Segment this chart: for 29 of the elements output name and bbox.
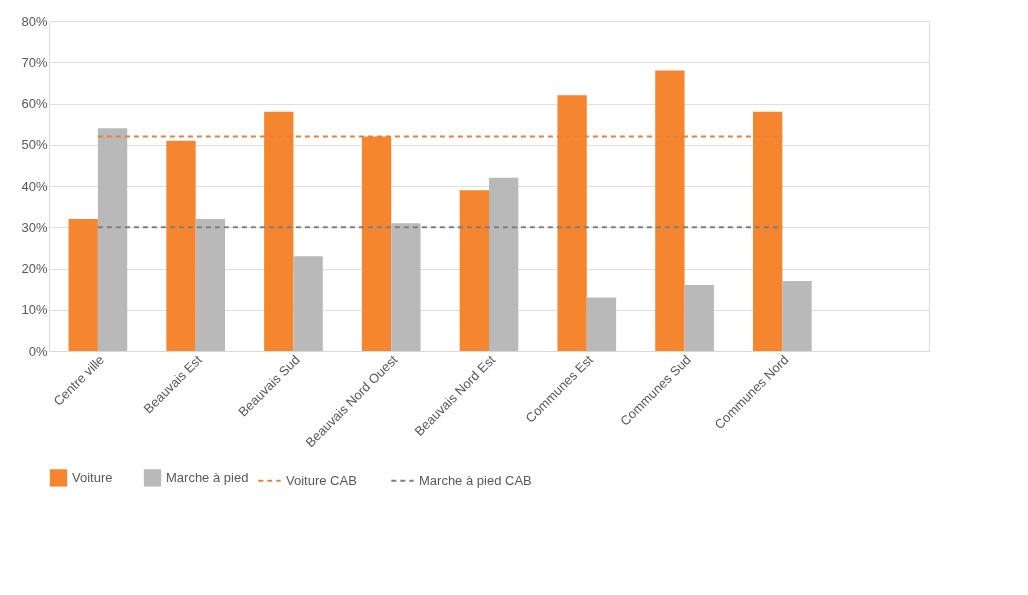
y-tick-label: 70% <box>21 54 48 70</box>
bar <box>264 111 294 351</box>
y-tick-label: 60% <box>21 96 48 111</box>
bar <box>361 136 392 351</box>
bar <box>459 190 489 351</box>
y-tick-label: 40% <box>21 178 48 194</box>
legend-label: Marche à pied <box>166 469 249 485</box>
y-tick-label: 10% <box>21 302 48 318</box>
bar <box>557 95 587 351</box>
bar <box>391 223 421 351</box>
bar <box>655 70 685 351</box>
bar <box>97 128 128 351</box>
y-tick-label: 0% <box>28 343 48 359</box>
y-tick-label: 50% <box>21 137 48 153</box>
bar <box>166 140 196 351</box>
legend-label: Voiture <box>72 469 113 485</box>
y-tick-label: 30% <box>21 219 48 235</box>
bar <box>586 297 617 351</box>
bar <box>489 177 519 351</box>
bar <box>68 219 98 351</box>
legend-label: Marche à pied CAB <box>419 472 532 488</box>
bar <box>684 285 714 351</box>
bar <box>195 219 225 351</box>
bar <box>753 111 783 351</box>
y-tick-label: 20% <box>21 261 48 276</box>
bar <box>293 256 323 351</box>
legend-label: Voiture CAB <box>286 472 357 488</box>
bar <box>782 280 812 351</box>
y-tick-label: 80% <box>21 13 48 29</box>
